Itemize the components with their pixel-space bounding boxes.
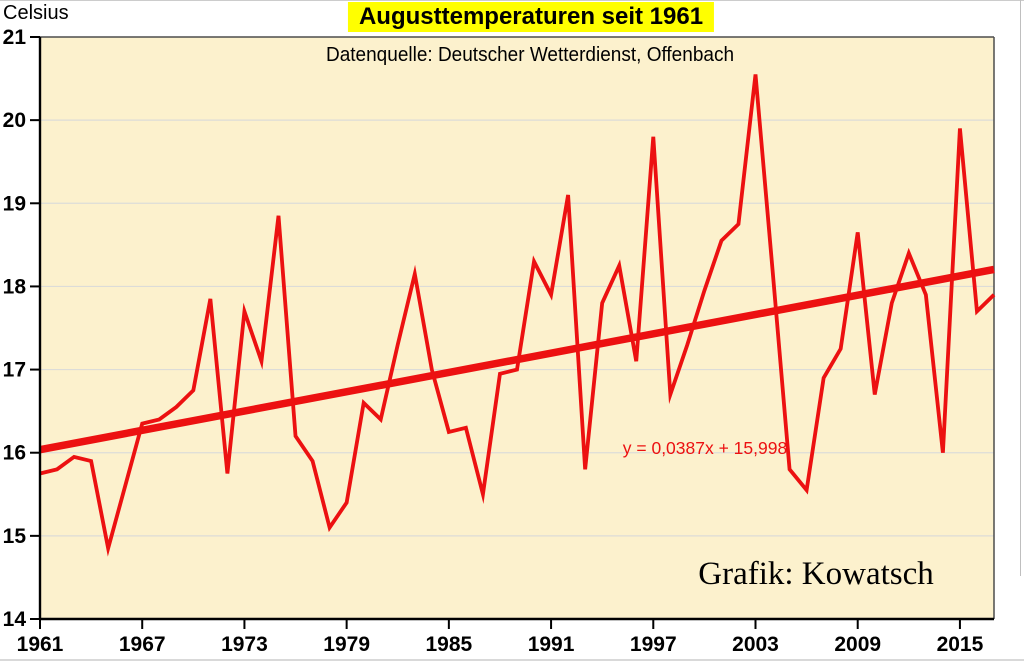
x-tick-label: 1967 — [119, 633, 166, 656]
y-tick-label: 17 — [3, 359, 26, 382]
x-tick-label: 1961 — [17, 633, 64, 656]
window-border-bottom — [0, 659, 1024, 661]
window-border-right — [1020, 0, 1021, 576]
trend-equation-label: y = 0,0387x + 15,998 — [622, 438, 788, 458]
credit-label: Grafik: Kowatsch — [698, 556, 934, 592]
window-border-top — [0, 0, 1024, 1]
x-tick-label: 1991 — [528, 633, 575, 656]
y-tick-label: 19 — [3, 192, 26, 215]
x-tick-label: 1985 — [425, 633, 472, 656]
y-tick-label: 20 — [3, 109, 26, 132]
temperature-series-line — [39, 74, 996, 557]
x-tick-label: 1979 — [323, 633, 370, 656]
y-tick-label: 16 — [3, 442, 26, 465]
x-tick-label: 2003 — [732, 633, 779, 656]
y-axis-unit-label: Celsius — [3, 2, 69, 24]
y-tick-label: 21 — [3, 26, 27, 49]
y-tick-label: 15 — [3, 525, 27, 548]
x-tick-label: 1997 — [630, 633, 677, 656]
x-tick-label: 2009 — [834, 633, 881, 656]
y-tick-label: 14 — [3, 608, 27, 631]
plot-area — [40, 37, 994, 619]
data-source-note: Datenquelle: Deutscher Wetterdienst, Off… — [325, 44, 735, 66]
y-tick-label: 18 — [3, 275, 27, 298]
x-tick-label: 2015 — [937, 633, 984, 656]
chart-title: Augusttemperaturen seit 1961 — [347, 2, 715, 32]
x-tick-label: 1973 — [221, 633, 268, 656]
